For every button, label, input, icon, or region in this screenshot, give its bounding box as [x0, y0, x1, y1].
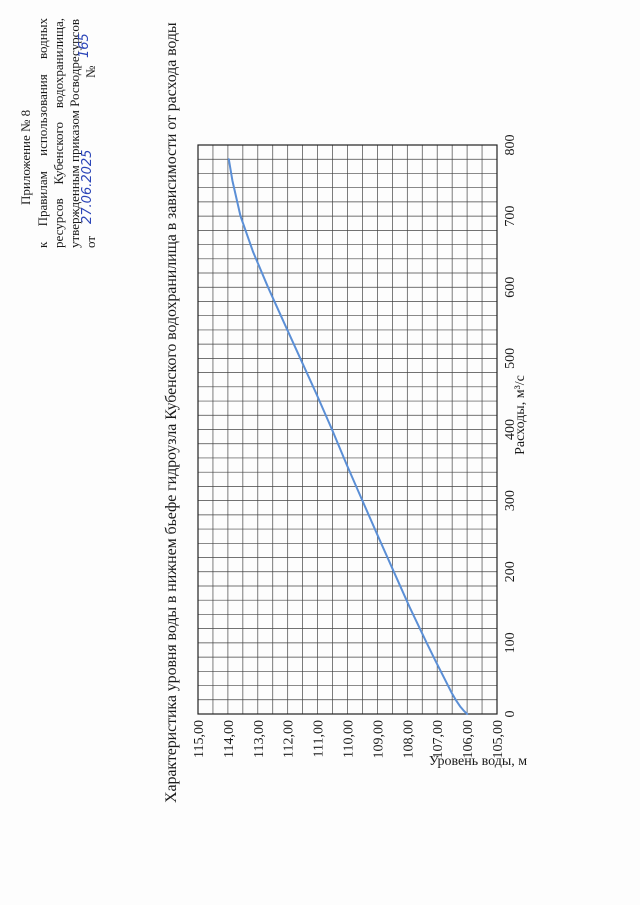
x-tick-label: 100	[503, 632, 518, 653]
x-tick-label: 300	[503, 490, 518, 511]
x-tick-label: 500	[503, 348, 518, 369]
x-tick-label: 700	[503, 206, 518, 227]
x-axis-label: Расходы, м³/с	[513, 375, 528, 455]
y-tick-label: 106,00	[461, 720, 476, 759]
x-tick-label: 0	[503, 711, 518, 718]
y-axis-label: Уровень воды, м	[429, 754, 527, 769]
chart-grid	[197, 144, 498, 715]
x-tick-label: 200	[503, 561, 518, 582]
y-tick-labels: 105,00 106,00 107,00 108,00 109,00 110,00 111,…	[192, 720, 506, 759]
x-tick-label: 800	[503, 135, 518, 156]
y-tick-label: 110,00	[342, 720, 357, 758]
series-layer	[227, 158, 469, 715]
x-tick-label: 600	[503, 277, 518, 298]
y-tick-label: 111,00	[312, 720, 327, 757]
y-tick-label: 109,00	[371, 720, 386, 759]
x-tick-label: 400	[503, 419, 518, 440]
y-tick-label: 107,00	[431, 720, 446, 759]
y-tick-label: 113,00	[252, 720, 267, 758]
plot-area-border	[197, 144, 498, 715]
series-line	[227, 158, 469, 715]
y-tick-label: 105,00	[491, 720, 506, 759]
x-tick-labels: 0 100 200 300 400 500 600 700 800	[503, 135, 518, 718]
chart-frame	[197, 144, 498, 715]
y-tick-label: 112,00	[282, 720, 297, 758]
y-tick-label: 114,00	[222, 720, 237, 758]
y-tick-label: 115,00	[192, 720, 207, 758]
y-tick-label: 108,00	[401, 720, 416, 759]
